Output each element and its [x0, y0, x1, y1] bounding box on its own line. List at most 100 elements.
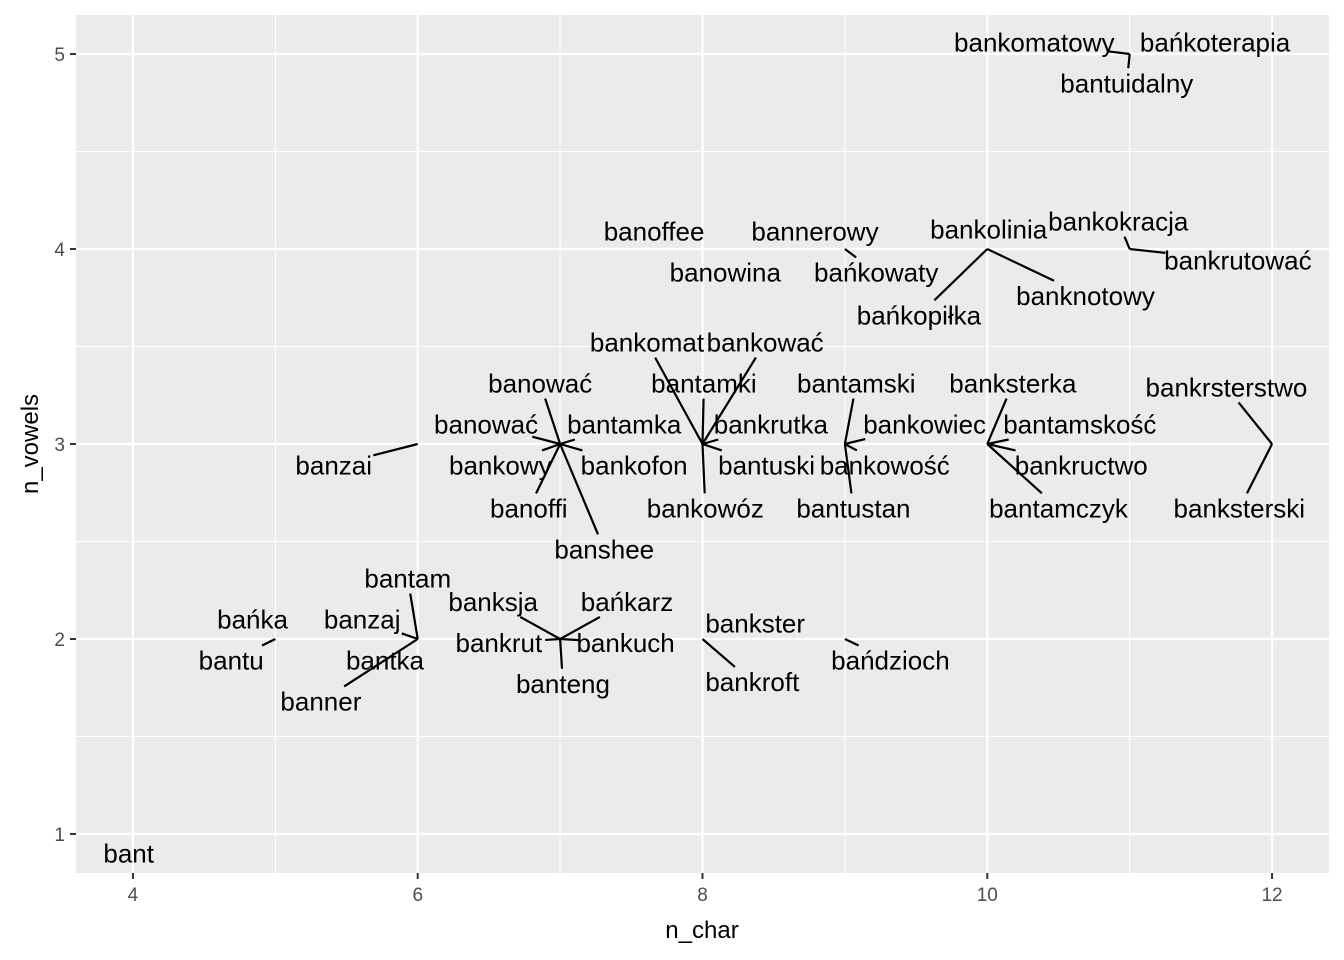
leader-line [1237, 401, 1273, 445]
point-label: banksterka [949, 369, 1077, 399]
point-label: banoffi [490, 493, 568, 523]
point-label: bantamczyk [989, 493, 1129, 523]
leader-line [702, 442, 723, 452]
leader-line [986, 248, 1055, 282]
leader-line [544, 398, 562, 445]
leader-line [535, 443, 562, 494]
point-label: bańdzioch [831, 645, 950, 675]
point-label: bankolinia [930, 215, 1048, 245]
point-label: bantamski [797, 369, 916, 399]
leader-line [401, 632, 419, 641]
y-tick-label: 1 [54, 825, 65, 846]
x-tick-label: 4 [128, 885, 139, 906]
leader-line [844, 638, 860, 647]
point-label: bantamka [567, 410, 682, 440]
leader-line [559, 638, 564, 669]
y-axis-title: n_vowels [17, 394, 44, 494]
point-label: bankowóz [647, 493, 764, 523]
point-label: bańkarz [581, 587, 674, 617]
point-label: banzai [295, 450, 372, 480]
leader-line [545, 637, 561, 642]
point-labels: bant bańka bantu banzaj bantam bantka banner ba… [103, 27, 1311, 868]
point-label: bankroft [705, 667, 800, 697]
leader-line [560, 637, 580, 642]
point-label: bantu [199, 645, 264, 675]
point-label: bankowiec [863, 410, 986, 440]
point-label: bańkowaty [814, 257, 938, 287]
point-label: bannerowy [751, 216, 878, 246]
point-label: banować [434, 410, 538, 440]
point-label: banowina [670, 257, 782, 287]
point-label: bantam [364, 564, 451, 594]
leader-line [373, 442, 418, 457]
leader-line [409, 593, 419, 640]
point-label: bankować [707, 328, 824, 358]
point-label: bantamskość [1003, 410, 1156, 440]
leader-line [986, 443, 1043, 495]
point-label: bantuidalny [1060, 68, 1193, 98]
point-label: bankokracja [1048, 207, 1189, 237]
point-label: bantamki [651, 369, 757, 399]
leader-line [843, 443, 853, 494]
y-tick-label: 2 [54, 630, 65, 651]
leader-line [559, 438, 576, 446]
point-label: bankrutować [1164, 246, 1311, 276]
point-label: banknotowy [1016, 281, 1155, 311]
point-label: banować [488, 369, 592, 399]
leader-line [559, 443, 599, 535]
point-label: bańka [217, 605, 288, 635]
leader-line [702, 438, 719, 446]
y-tick-label: 5 [54, 45, 65, 66]
point-label: bankrut [456, 628, 543, 658]
point-label: bankofon [581, 450, 688, 480]
point-label: bankructwo [1015, 450, 1148, 480]
leader-line [1123, 236, 1131, 250]
leader-line [559, 615, 601, 640]
leader-line [701, 398, 705, 445]
y-tick-label: 3 [54, 435, 65, 456]
leader-line [987, 442, 1016, 452]
point-label: bankowość [820, 450, 950, 480]
x-tick-label: 10 [977, 885, 998, 906]
x-axis-title: n_char [665, 917, 738, 944]
point-label: bankomat [590, 328, 705, 358]
point-label: banzaj [324, 605, 401, 635]
leader-line [343, 638, 419, 688]
leader-line [986, 398, 1008, 445]
leader-line [1129, 247, 1166, 254]
x-tick-label: 12 [1261, 885, 1282, 906]
leader-line [654, 357, 704, 445]
point-label: bantuski [718, 450, 815, 480]
leader-line [933, 248, 989, 302]
point-label: banksja [448, 587, 538, 617]
point-label: banteng [516, 669, 610, 699]
y-axis-ticks: 1 2 3 4 5 [54, 45, 76, 846]
point-label: bankrutka [714, 410, 829, 440]
leader-line [1245, 443, 1274, 494]
point-label: bantka [346, 645, 425, 675]
point-label: bankomatowy [954, 27, 1114, 57]
point-label: banshee [554, 534, 654, 564]
leader-line [987, 438, 1009, 446]
point-label: bant [103, 839, 154, 869]
leader-line [531, 435, 561, 446]
point-label: bańkopiłka [857, 300, 982, 330]
point-label: banner [280, 686, 361, 716]
x-tick-label: 6 [412, 885, 423, 906]
leader-line [541, 442, 561, 452]
x-axis-ticks: 4 6 8 10 12 [128, 873, 1283, 906]
label-leader-lines [261, 50, 1274, 688]
leader-line [1106, 50, 1130, 56]
leader-line [844, 443, 858, 452]
leader-line [843, 398, 855, 445]
leader-line [844, 248, 857, 259]
leader-line [701, 443, 706, 494]
leader-line [559, 442, 583, 452]
point-label: bantustan [796, 493, 910, 523]
point-label: banksterski [1174, 493, 1306, 523]
y-tick-label: 4 [54, 240, 65, 261]
point-label: bankrsterstwo [1146, 372, 1308, 402]
leader-line [261, 638, 276, 647]
point-label: bankowy [449, 450, 552, 480]
